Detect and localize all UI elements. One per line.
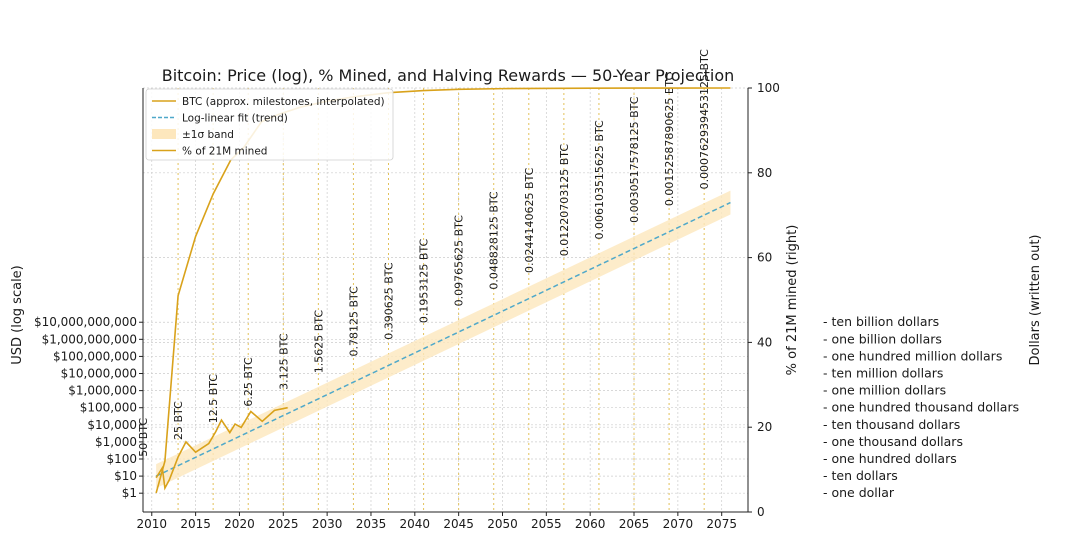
written-dollar-label: - ten million dollars bbox=[823, 366, 943, 381]
halving-reward-label: 0.1953125 BTC bbox=[418, 238, 431, 323]
legend-label: ±1σ band bbox=[182, 129, 234, 141]
left-tick-label: $1 bbox=[122, 486, 137, 500]
x-tick-label: 2035 bbox=[356, 517, 387, 531]
right-tick-label: 80 bbox=[757, 166, 772, 180]
left-tick-label: $10,000,000 bbox=[61, 367, 137, 381]
x-tick-label: 2030 bbox=[312, 517, 343, 531]
left-tick-label: $1,000 bbox=[95, 435, 137, 449]
x-tick-label: 2040 bbox=[400, 517, 431, 531]
written-dollar-label: - ten dollars bbox=[823, 468, 898, 483]
sigma-band-area bbox=[156, 190, 731, 489]
axes bbox=[142, 88, 749, 513]
right-axis-label: % of 21M mined (right) bbox=[785, 225, 800, 376]
outer-axis-label: Dollars (written out) bbox=[1028, 235, 1043, 366]
halving-reward-label: 0.0030517578125 BTC bbox=[628, 96, 641, 223]
left-tick-label: $10,000 bbox=[87, 418, 137, 432]
left-tick-labels: $1 $10 $100 $1,000 $10,000 $100,000 $1,000,000… bbox=[34, 315, 143, 500]
halving-reward-label: 6.25 BTC bbox=[242, 357, 255, 407]
trend-line bbox=[155, 201, 731, 477]
written-dollar-label: - one hundred dollars bbox=[823, 451, 957, 466]
right-tick-label: 0 bbox=[757, 505, 765, 519]
left-tick-label: $1,000,000 bbox=[68, 384, 137, 398]
x-tick-label: 2060 bbox=[575, 517, 606, 531]
halving-reward-label: 12.5 BTC bbox=[207, 374, 220, 424]
halving-reward-label: 0.00152587890625 BTC bbox=[663, 73, 676, 207]
x-tick-labels: 2010 2015 2020 2025 2030 2035 2040 2045 2050 2055… bbox=[136, 512, 737, 531]
left-tick-label: $10,000,000,000 bbox=[34, 315, 137, 329]
x-tick-label: 2045 bbox=[443, 517, 474, 531]
halving-reward-label: 0.000762939453125 BTC bbox=[698, 49, 711, 190]
written-dollar-label: - one million dollars bbox=[823, 383, 946, 398]
left-tick-label: $100,000,000 bbox=[53, 349, 137, 363]
x-tick-label: 2010 bbox=[136, 517, 167, 531]
legend-frame bbox=[145, 88, 394, 161]
legend-label: Log-linear fit (trend) bbox=[182, 113, 288, 125]
halving-reward-label: 25 BTC bbox=[172, 401, 185, 440]
halving-reward-label: 0.0244140625 BTC bbox=[523, 167, 536, 273]
legend-label: % of 21M mined bbox=[182, 146, 267, 158]
legend-label: BTC (approx. milestones, interpolated) bbox=[182, 96, 385, 108]
chart-title: Bitcoin: Price (log), % Mined, and Halvi… bbox=[162, 66, 735, 85]
right-tick-labels: 0 20 40 60 80 100 bbox=[748, 81, 780, 519]
legend: BTC (approx. milestones, interpolated) Lo… bbox=[145, 88, 394, 161]
x-tick-label: 2070 bbox=[663, 517, 694, 531]
written-dollar-label: - one dollar bbox=[823, 485, 895, 500]
right-tick-label: 40 bbox=[757, 335, 772, 349]
right-tick-label: 60 bbox=[757, 251, 772, 265]
left-tick-label: $100,000 bbox=[80, 401, 137, 415]
x-tick-label: 2015 bbox=[180, 517, 211, 531]
halving-reward-label: 0.78125 BTC bbox=[347, 286, 360, 357]
left-tick-label: $1,000,000,000 bbox=[42, 332, 137, 346]
x-tick-label: 2050 bbox=[487, 517, 518, 531]
x-tick-label: 2020 bbox=[224, 517, 255, 531]
written-dollar-label: - one hundred thousand dollars bbox=[823, 400, 1019, 415]
halving-reward-label: 0.09765625 BTC bbox=[453, 215, 466, 307]
written-dollar-label: - one billion dollars bbox=[823, 331, 942, 346]
left-axis-label: USD (log scale) bbox=[10, 265, 25, 365]
written-dollar-label: - one thousand dollars bbox=[823, 434, 963, 449]
left-tick-label: $100 bbox=[106, 452, 137, 466]
x-tick-label: 2055 bbox=[531, 517, 562, 531]
x-tick-label: 2065 bbox=[619, 517, 650, 531]
right-tick-label: 100 bbox=[757, 81, 780, 95]
halving-reward-label: 0.01220703125 BTC bbox=[558, 144, 571, 257]
halving-reward-label: 0.048828125 BTC bbox=[488, 191, 501, 290]
written-dollar-label: - one hundred million dollars bbox=[823, 348, 1002, 363]
x-tick-label: 2025 bbox=[268, 517, 299, 531]
left-tick-label: $10 bbox=[114, 469, 137, 483]
halving-reward-label: 1.5625 BTC bbox=[312, 310, 325, 374]
x-tick-label: 2075 bbox=[706, 517, 737, 531]
written-dollar-label: - ten thousand dollars bbox=[823, 417, 960, 432]
legend-swatch-band bbox=[152, 129, 176, 139]
sigma-band bbox=[156, 190, 731, 489]
halving-reward-label: 0.006103515625 BTC bbox=[593, 120, 606, 240]
written-dollar-labels: - ten billion dollars - one billion dolla… bbox=[823, 314, 1019, 500]
written-dollar-label: - ten billion dollars bbox=[823, 314, 939, 329]
halving-reward-label: 0.390625 BTC bbox=[383, 262, 396, 340]
price-line bbox=[155, 406, 288, 491]
right-tick-label: 20 bbox=[757, 420, 772, 434]
halving-reward-label: 3.125 BTC bbox=[277, 333, 290, 390]
